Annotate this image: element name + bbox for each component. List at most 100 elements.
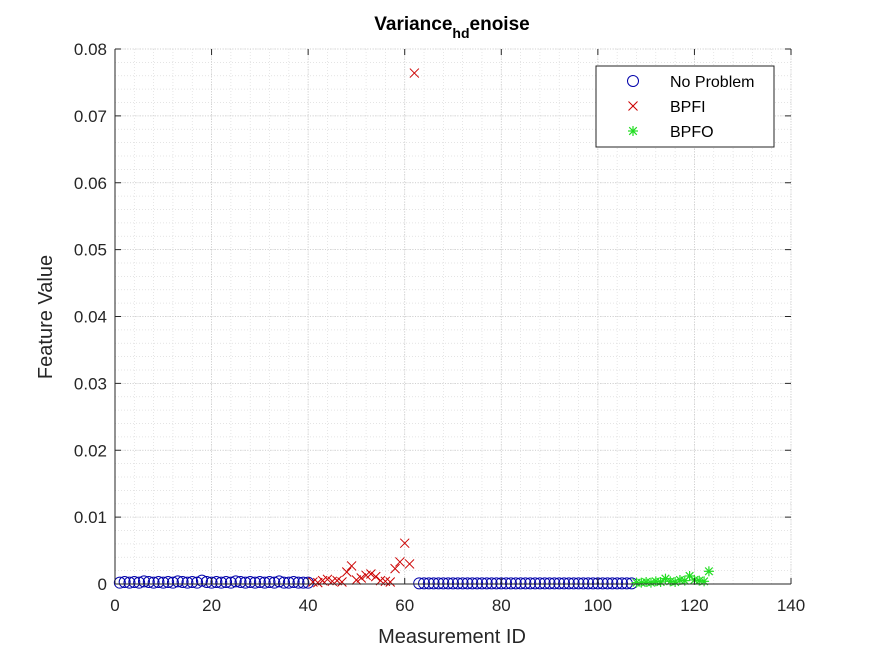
y-tick-label: 0.08 [74,40,107,59]
data-point [577,577,590,590]
data-point [558,577,571,590]
data-point [543,577,556,590]
data-point [137,575,150,588]
data-point [229,575,242,588]
data-point [404,559,415,569]
data-point [660,573,671,584]
legend-label: BPFO [670,124,714,141]
data-point [587,577,600,590]
data-point [244,575,257,588]
legend-item: No Problem [627,74,754,91]
data-point [390,563,400,574]
data-point [606,577,619,590]
data-point [292,576,305,589]
data-point [432,577,445,590]
data-point [562,577,575,590]
data-point [253,575,266,588]
chart-title: Variancehdenoise [374,14,529,41]
x-axis-label: Measurement ID [378,626,526,648]
data-point [356,573,367,583]
data-point [427,577,440,590]
data-point [699,576,710,587]
data-point [215,576,228,589]
data-point [627,75,639,87]
data-point [509,577,522,590]
legend-box [595,65,775,148]
data-point [157,576,170,589]
data-point [220,575,233,588]
data-point [287,575,300,588]
data-point [442,577,455,590]
data-point [395,557,405,567]
data-point [337,577,347,587]
data-point [628,126,638,136]
axes [114,48,792,585]
y-tick-label: 0.01 [74,508,107,527]
data-point [418,577,431,590]
data-point [186,575,199,588]
data-point [263,575,276,588]
x-tick-label: 100 [584,596,612,615]
data-point [628,101,638,111]
data-point [500,577,513,590]
data-point [234,575,247,588]
y-axis-label: Feature Value [35,255,57,379]
title-suffix: enoise [470,14,530,35]
data-point [200,575,213,588]
data-point [268,576,281,589]
y-tick-label: 0.06 [74,174,107,193]
x-tick-label: 80 [492,596,511,615]
y-tick-label: 0 [98,575,107,594]
data-point [582,577,595,590]
data-point [495,577,508,590]
data-point [471,577,484,590]
data-point [322,574,333,585]
data-point [210,575,223,588]
data-point [553,577,566,590]
data-point [533,577,546,590]
x-tick-label: 60 [395,596,414,615]
data-point [529,577,542,590]
y-tick-label: 0.03 [74,374,107,393]
data-point [413,577,426,590]
data-point [538,577,551,590]
data-point [548,577,561,590]
data-point [366,569,376,579]
data-point [409,68,420,78]
data-point [118,575,131,588]
x-tick-label: 0 [110,596,119,615]
data-point [205,576,218,589]
data-point [351,575,362,585]
legend-item: BPFI [628,99,706,116]
data-point [195,574,208,587]
data-point [703,566,714,577]
legend: No Problem BPFI BPFO [595,65,775,148]
data-point [370,571,381,582]
data-point [239,576,252,589]
legend-label: No Problem [670,74,754,91]
y-tick-label: 0.04 [74,308,107,327]
data-point [312,577,323,588]
data-point [341,567,352,577]
data-point [278,576,290,589]
x-tick-label: 40 [299,596,318,615]
data-point [519,577,532,590]
data-point [399,538,410,549]
data-point [567,577,580,590]
y-tick-label: 0.07 [74,107,107,126]
x-tick-label: 140 [777,596,805,615]
data-point [147,576,160,589]
data-point [142,575,155,588]
series-no-problem [113,574,638,590]
data-point [176,575,189,588]
x-tick-label: 120 [680,596,708,615]
data-point [616,577,628,590]
data-point [456,577,469,590]
series-bpfi [308,68,420,588]
y-tick-label: 0.05 [74,241,107,260]
data-point [620,577,633,590]
data-point [152,575,165,588]
data-point [524,577,537,590]
data-point [282,576,295,589]
